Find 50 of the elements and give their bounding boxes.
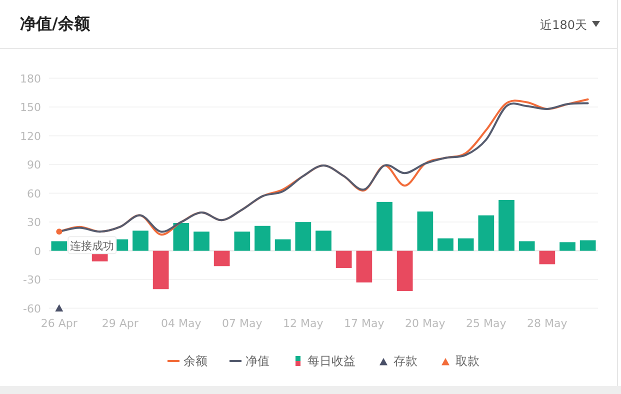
bar	[194, 232, 210, 251]
bar	[234, 232, 250, 251]
bar	[580, 240, 596, 251]
y-tick-label: -60	[23, 302, 41, 316]
bar	[478, 215, 494, 251]
bar	[498, 200, 514, 251]
x-tick-label: 12 May	[283, 317, 324, 330]
bar	[458, 238, 474, 251]
chart-subtitle: 近180天	[540, 18, 587, 32]
bar	[152, 250, 169, 290]
bar	[560, 242, 576, 251]
x-tick-label: 17 May	[344, 317, 385, 330]
chart-title: 净值/余额	[20, 14, 91, 33]
x-tick-label: 07 May	[222, 317, 263, 330]
y-tick-label: 120	[20, 130, 41, 143]
legend-label: 余额	[184, 354, 208, 368]
y-tick-label: 0	[34, 244, 41, 258]
y-tick-label: -30	[23, 274, 41, 287]
x-tick-label: 26 Apr	[40, 317, 78, 330]
bar	[539, 250, 556, 264]
bar	[254, 226, 270, 251]
x-tick-label: 29 Apr	[102, 317, 139, 330]
annotation: 连接成功	[70, 240, 114, 253]
x-tick-label: 28 May	[527, 317, 568, 330]
x-tick-label: 04 May	[161, 317, 202, 330]
y-tick-label: 30	[27, 216, 41, 230]
bar	[295, 222, 312, 251]
bar	[274, 239, 291, 251]
y-tick-label: 180	[20, 72, 41, 86]
y-tick-label: 60	[27, 187, 41, 200]
bar	[518, 241, 535, 251]
legend-label: 净值	[246, 354, 270, 368]
bar	[214, 250, 230, 266]
bar	[417, 212, 434, 251]
y-tick-label: 150	[20, 101, 41, 114]
x-tick-label: 20 May	[405, 317, 446, 330]
bar	[376, 202, 392, 251]
legend-label: 每日收益	[308, 354, 356, 368]
bar	[316, 230, 332, 251]
bar	[173, 223, 190, 251]
bar	[438, 238, 454, 251]
bar	[132, 230, 148, 251]
bar	[51, 241, 68, 251]
bar	[396, 250, 413, 292]
y-tick-label: 90	[27, 158, 41, 172]
bar	[356, 250, 372, 282]
bar	[336, 250, 352, 268]
legend-label: 存款	[394, 354, 418, 368]
legend-label: 取款	[456, 354, 480, 368]
x-tick-label: 25 May	[466, 317, 507, 330]
